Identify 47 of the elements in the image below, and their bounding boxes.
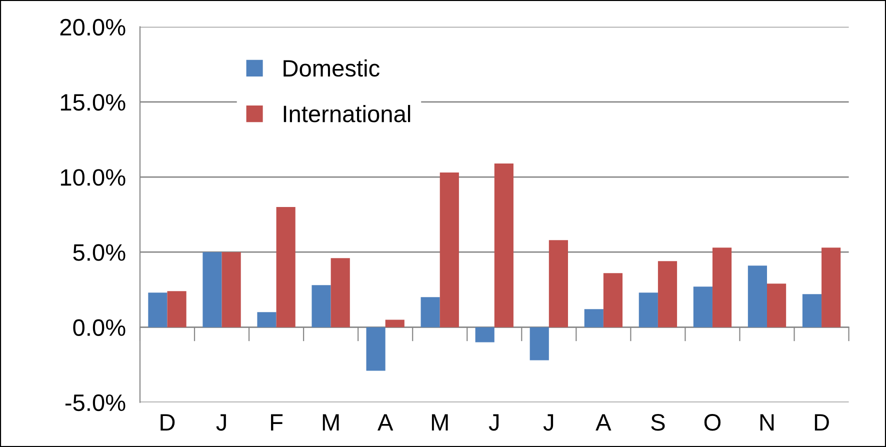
bar	[494, 163, 514, 328]
x-tick-label: D	[814, 414, 829, 431]
y-tick-label: 0.0%	[73, 319, 126, 336]
bar	[276, 207, 296, 328]
x-tick-label: M	[322, 414, 339, 431]
y-tick-label: 5.0%	[73, 244, 126, 261]
x-tick-label: O	[704, 414, 721, 431]
bar	[584, 309, 604, 328]
bar	[603, 273, 623, 328]
bar	[202, 252, 222, 328]
bar	[366, 327, 386, 371]
bar	[530, 327, 549, 360]
x-tick-label: A	[378, 414, 394, 431]
x-tick-label: D	[160, 414, 175, 431]
bar	[167, 291, 186, 328]
y-tick-label: 15.0%	[60, 94, 126, 111]
bar	[257, 312, 276, 328]
bar	[312, 285, 331, 328]
bar	[475, 327, 494, 342]
legend-label: Domestic	[284, 59, 380, 77]
y-tick-label: -5.0%	[65, 394, 126, 412]
legend-label: International	[284, 104, 410, 122]
x-tick-label: F	[271, 414, 283, 431]
x-tick-label: J	[216, 414, 226, 431]
bar	[658, 261, 678, 328]
x-tick-label: M	[432, 414, 448, 431]
bar	[385, 320, 404, 328]
bar	[638, 292, 658, 328]
bar	[822, 248, 841, 328]
bar	[148, 292, 168, 328]
x-tick-label: J	[488, 414, 499, 431]
bar	[693, 286, 712, 328]
y-tick-label: 20.0%	[60, 18, 126, 36]
bar	[420, 297, 440, 328]
bar	[440, 172, 459, 328]
bar	[222, 252, 241, 328]
bar	[330, 258, 350, 328]
x-tick-label: A	[596, 414, 612, 431]
bar	[712, 248, 732, 328]
bar	[802, 294, 822, 328]
bar	[548, 240, 568, 328]
bar	[767, 284, 786, 328]
bar	[748, 266, 768, 328]
y-tick-label: 10.0%	[60, 169, 126, 186]
x-tick-label: N	[760, 414, 774, 431]
x-tick-label: J	[543, 414, 554, 431]
x-tick-label: S	[651, 414, 665, 431]
